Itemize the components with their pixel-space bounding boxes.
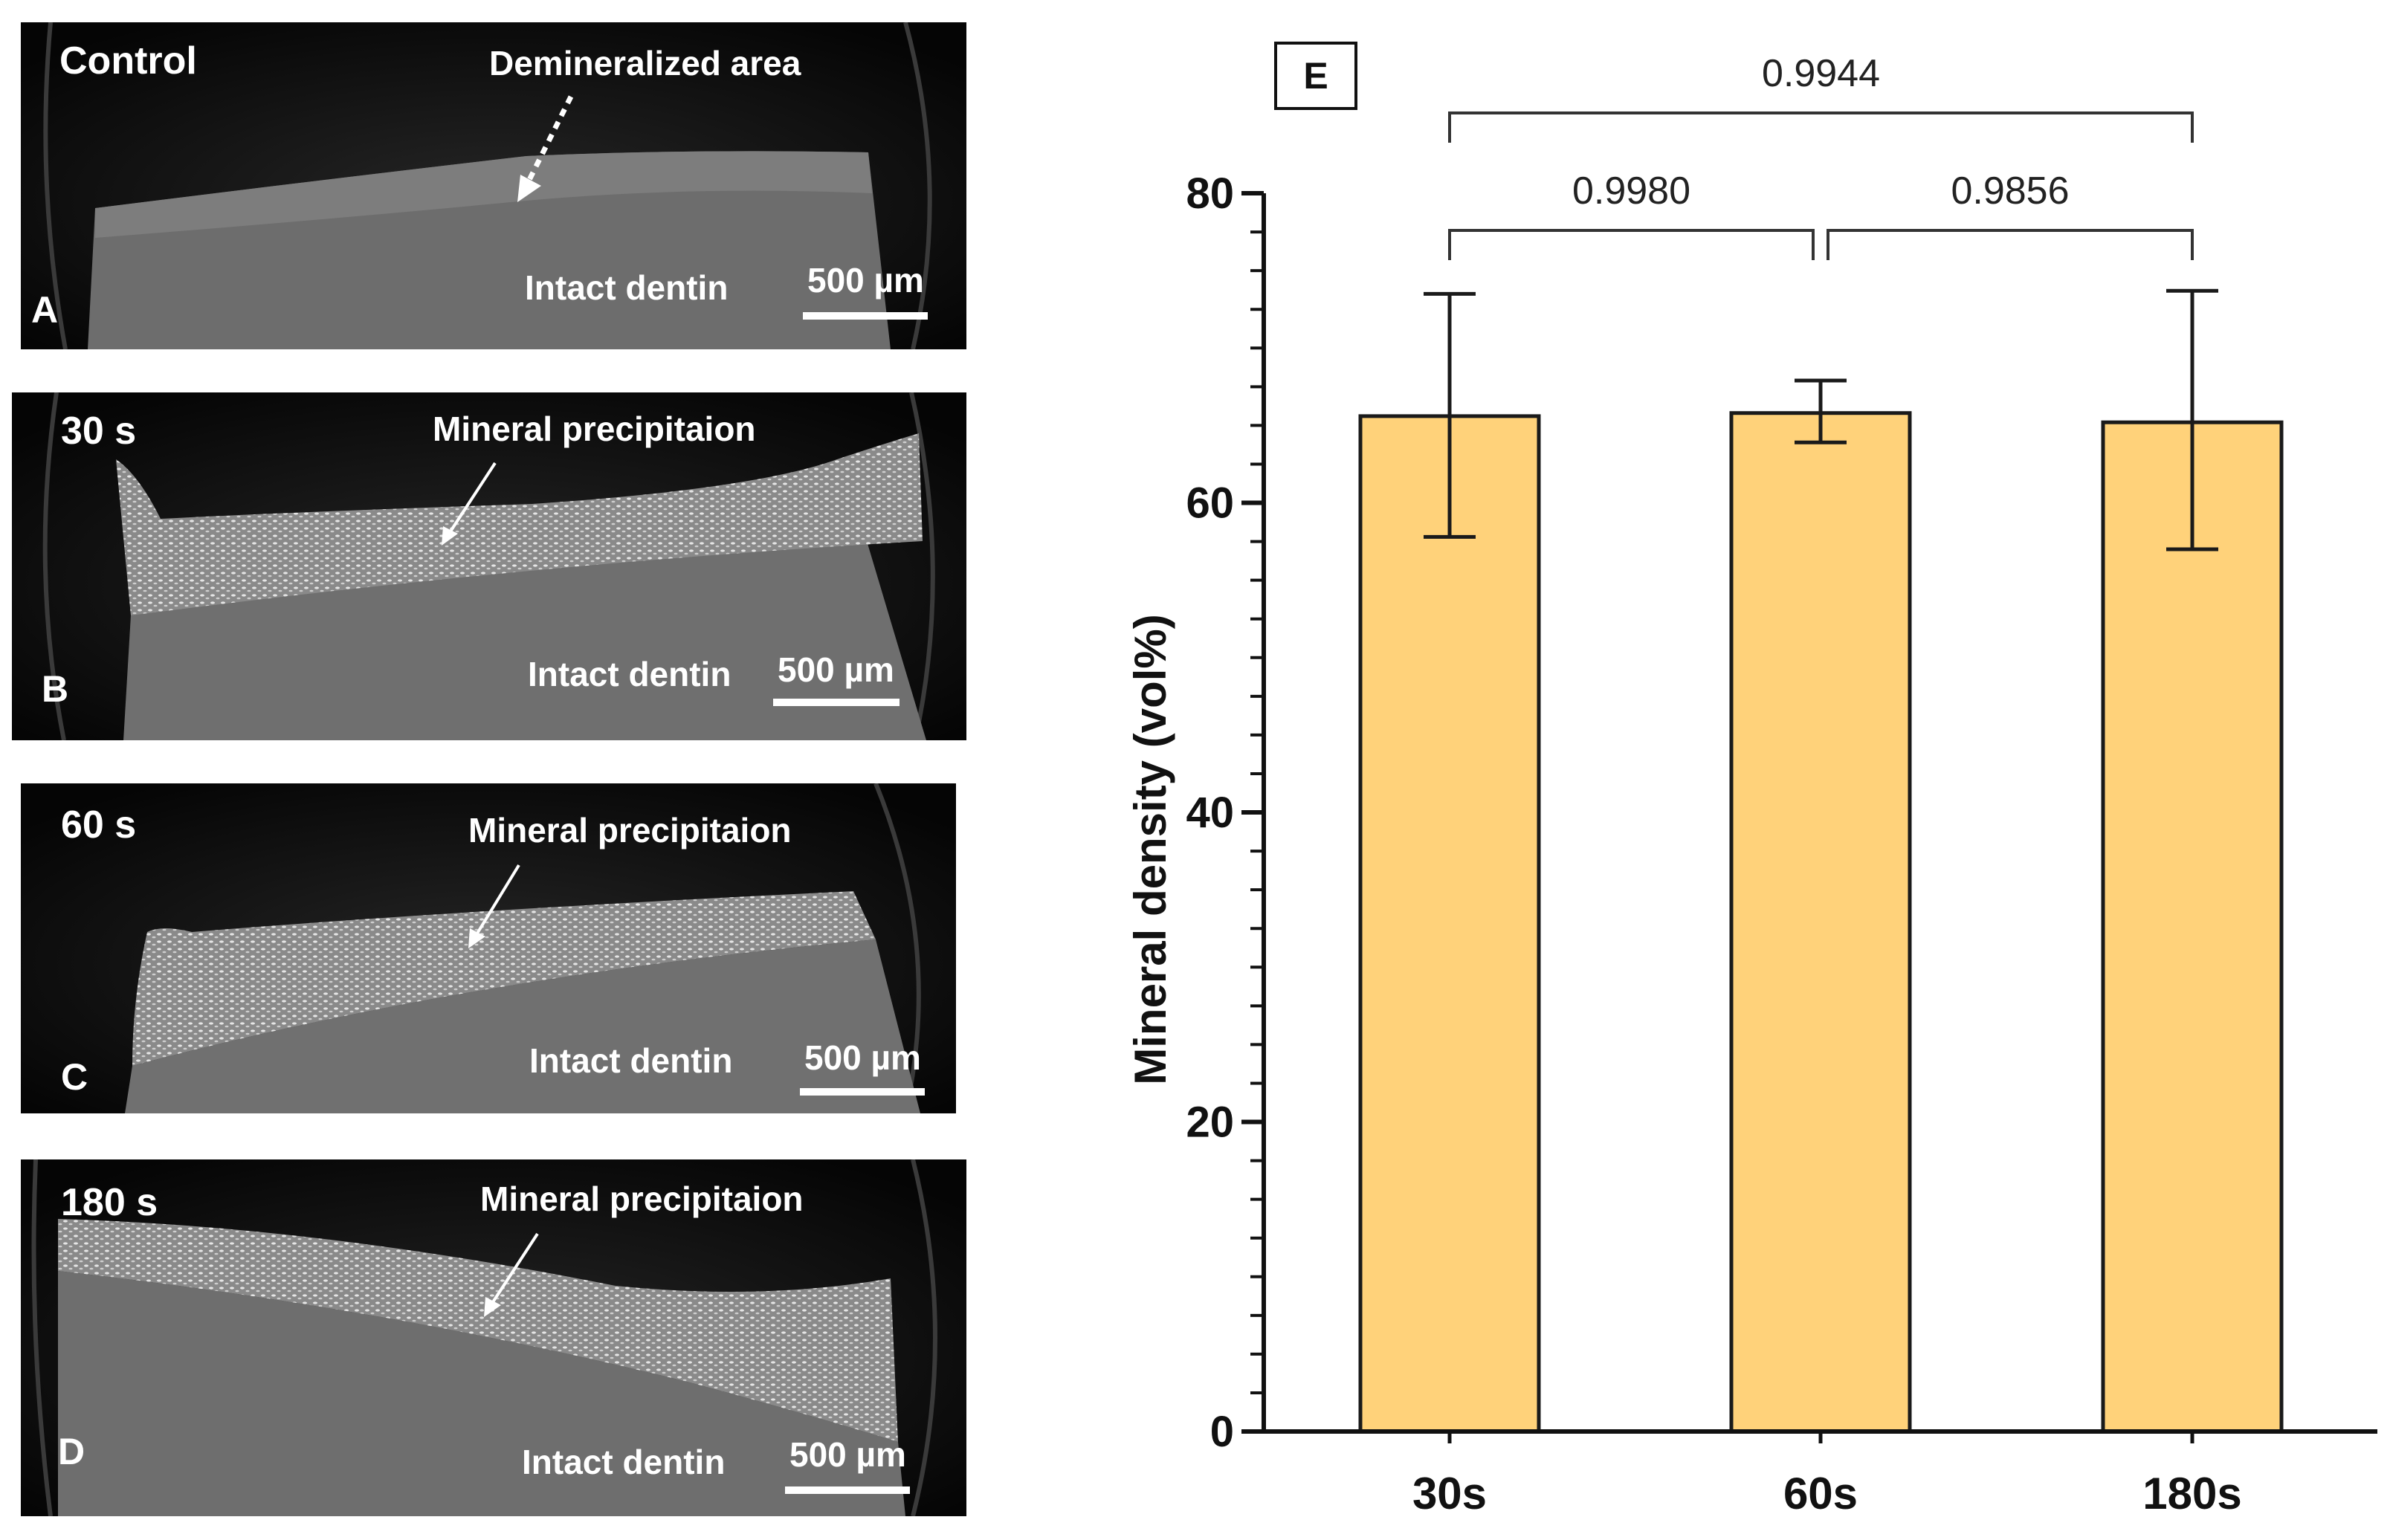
panel-b-image: 30 s Mineral precipitaion Intact dentin … <box>12 392 966 740</box>
panel-b-region: Intact dentin <box>528 655 731 693</box>
panel-c-image: 60 s Mineral precipitaion Intact dentin … <box>21 783 956 1113</box>
panel-b-arrow <box>442 462 497 546</box>
panel-b-letter: B <box>42 668 69 710</box>
panel-c-specimen <box>21 783 956 1113</box>
panel-a-specimen <box>21 22 966 349</box>
panel-c-condition: 60 s <box>61 803 137 847</box>
panel-a-image: Control Demineralized area Intact dentin… <box>21 22 966 349</box>
panel-b-scale-bar <box>773 699 900 706</box>
comparison-brackets: 0.9980 0.9856 0.9944 <box>1448 52 2194 260</box>
y-tick-label-40: 40 <box>1186 789 1234 837</box>
panel-b-scale-label: 500 µm <box>778 650 894 689</box>
panel-c-arrow <box>468 864 520 948</box>
bar-60s <box>1729 411 1912 1434</box>
panel-a-scale-label: 500 µm <box>807 261 924 300</box>
panel-c-scale-bar <box>800 1088 925 1096</box>
panel-a-annotation: Demineralized area <box>489 44 801 82</box>
panel-b-specimen <box>12 392 966 740</box>
panel-c-annotation: Mineral precipitaion <box>468 811 792 850</box>
panel-c-scale-label: 500 µm <box>804 1038 921 1077</box>
panel-a-arrow <box>517 95 574 202</box>
panel-a-letter: A <box>31 289 59 331</box>
panel-b-annotation: Mineral precipitaion <box>433 410 756 448</box>
panel-d-annotation: Mineral precipitaion <box>480 1180 804 1218</box>
panel-d-scale-bar <box>785 1486 910 1494</box>
panel-e-letter: E <box>1303 55 1328 97</box>
panel-b-condition: 30 s <box>61 410 137 453</box>
panel-e-label-box <box>1274 42 1357 110</box>
panel-c-region: Intact dentin <box>529 1041 733 1080</box>
comparison-bracket <box>1827 229 2194 260</box>
panel-d-image: 180 s Mineral precipitaion Intact dentin… <box>21 1159 966 1516</box>
x-tick-label-60s: 60s <box>1783 1469 1858 1518</box>
bar-30s <box>1358 414 1541 1434</box>
p-value-label: 0.9856 <box>1951 169 2069 213</box>
panel-d-condition: 180 s <box>61 1181 158 1224</box>
panel-d-specimen <box>21 1159 966 1516</box>
panel-a-condition: Control <box>59 39 197 82</box>
chart-frame: E <box>1274 42 1357 110</box>
y-tick-label-60: 60 <box>1186 479 1234 528</box>
bar-180s <box>2101 420 2284 1434</box>
y-axis-title: Mineral density (vol%) <box>1125 614 1175 1084</box>
bar-series <box>1358 411 2284 1434</box>
error-bars <box>1424 288 2218 551</box>
comparison-bracket <box>1448 229 1815 260</box>
comparison-bracket <box>1448 111 2194 143</box>
y-tick-label-0: 0 <box>1210 1408 1234 1456</box>
panel-c-letter: C <box>61 1056 88 1098</box>
p-value-label: 0.9980 <box>1572 169 1690 213</box>
p-value-label: 0.9944 <box>1762 52 1880 95</box>
panel-d-arrow <box>484 1232 539 1317</box>
panel-a-scale-bar <box>803 312 928 320</box>
x-tick-label-180s: 180s <box>2142 1469 2241 1518</box>
panel-d-region: Intact dentin <box>522 1443 726 1481</box>
y-tick-label-80: 80 <box>1186 169 1234 218</box>
panel-a-region: Intact dentin <box>525 268 729 307</box>
chart-axes: 0 20 40 60 80 30s 60s 180s Mineral density (vol%… <box>1125 169 2377 1518</box>
panel-d-scale-label: 500 µm <box>789 1435 906 1474</box>
y-tick-label-20: 20 <box>1186 1099 1234 1147</box>
x-tick-label-30s: 30s <box>1412 1469 1487 1518</box>
panel-d-letter: D <box>58 1431 85 1472</box>
